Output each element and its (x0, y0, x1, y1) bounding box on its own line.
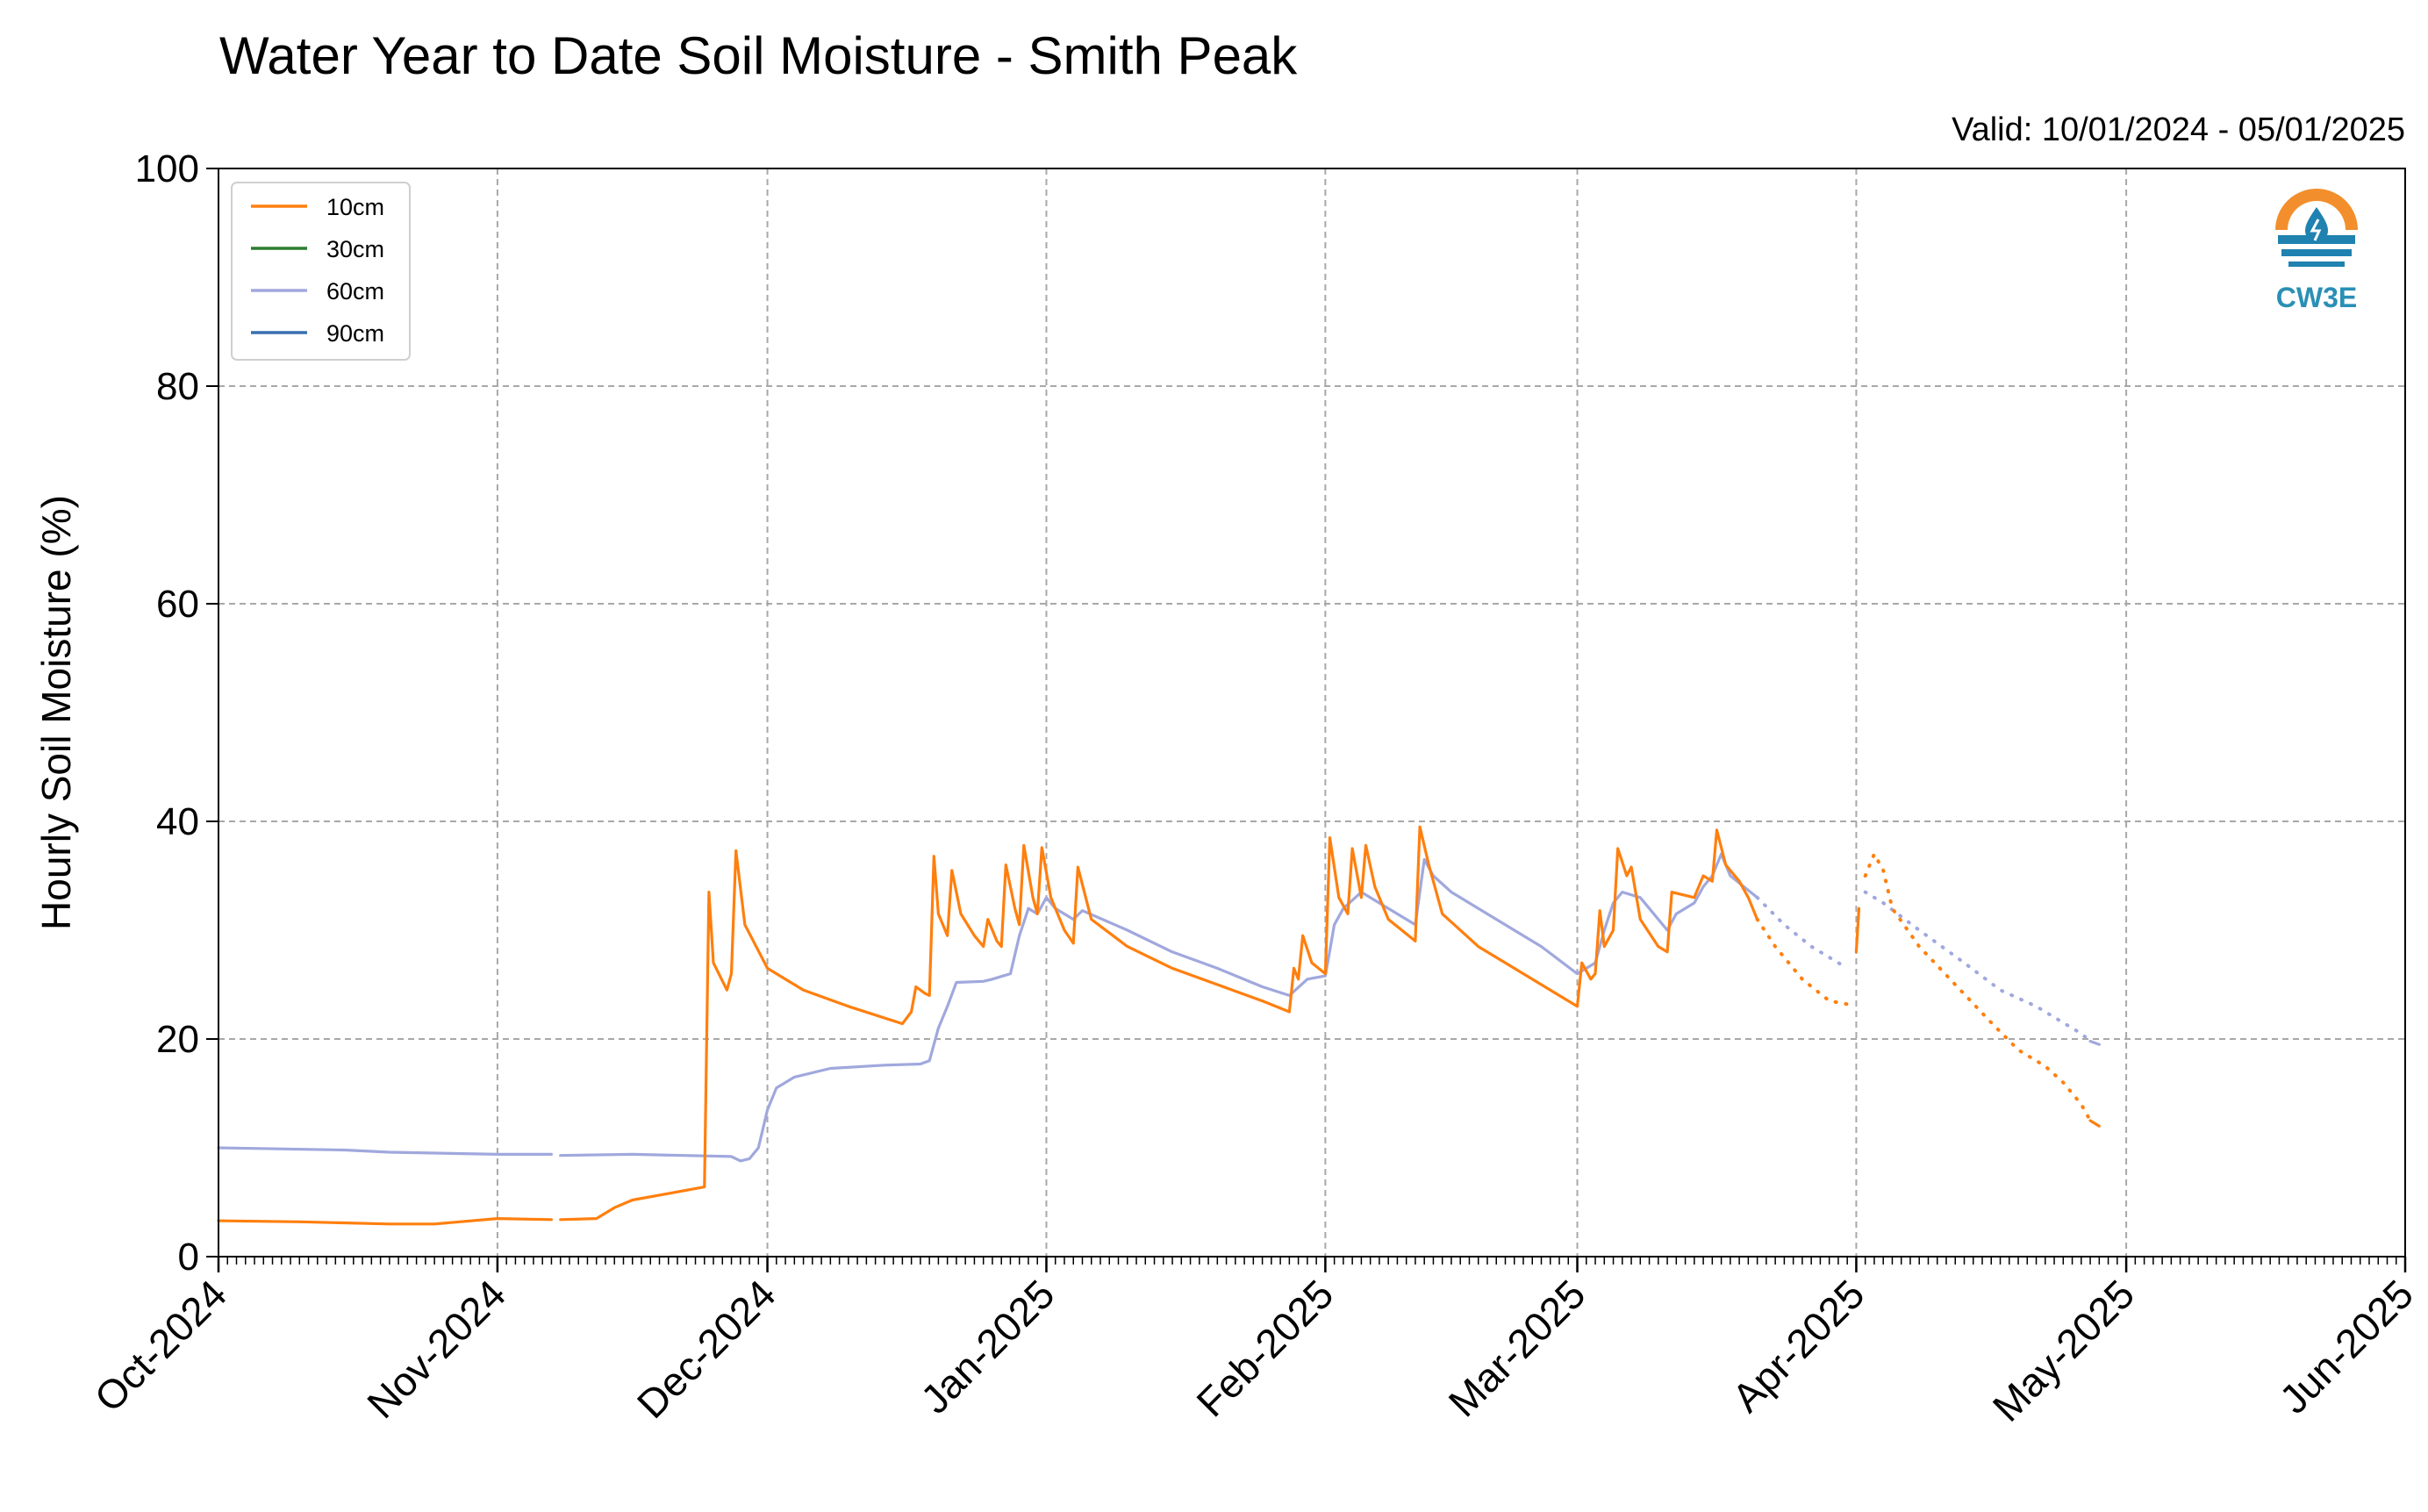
grid (218, 168, 2405, 1257)
series-line-60cm (559, 852, 1759, 1163)
x-tick-label: Jun-2025 (2271, 1271, 2422, 1422)
x-tick-label: Oct-2024 (86, 1271, 236, 1421)
legend: 10cm 30cm 60cm 90cm (231, 182, 411, 361)
logo-emblem-icon (2275, 189, 2358, 272)
x-tick-label: May-2025 (1984, 1271, 2143, 1430)
plot-frame (218, 168, 2406, 1258)
legend-label: 10cm (326, 194, 384, 220)
series-line-10cm (217, 1217, 553, 1226)
y-tick-label: 0 (178, 1236, 199, 1279)
series-line-10cm (1863, 852, 2093, 1122)
chart-subtitle: Valid: 10/01/2024 - 05/01/2025 (1952, 111, 2405, 148)
chart-title: Water Year to Date Soil Moisture - Smith… (219, 26, 1298, 85)
legend-label: 30cm (326, 236, 384, 262)
series-line-10cm (1755, 917, 1850, 1007)
series-60cm (217, 852, 2101, 1163)
series-line-60cm (217, 1146, 553, 1156)
legend-label: 90cm (326, 320, 384, 347)
y-tick-label: 100 (135, 147, 199, 190)
series-line-10cm (2088, 1119, 2101, 1128)
x-tick-label: Dec-2024 (628, 1271, 784, 1427)
x-tick-label: Jan-2025 (912, 1271, 1063, 1422)
x-tick-label: Mar-2025 (1440, 1271, 1594, 1425)
legend-label: 60cm (326, 278, 384, 305)
x-tick-label: Apr-2025 (1723, 1271, 1873, 1421)
y-axis-label: Hourly Soil Moisture (%) (33, 495, 79, 930)
series-line-60cm (1863, 890, 2093, 1043)
legend-box (231, 182, 411, 361)
x-tick-label: Feb-2025 (1187, 1271, 1342, 1425)
series-line-60cm (2088, 1039, 2101, 1046)
series-line-10cm (1854, 906, 1861, 954)
y-tick-label: 80 (156, 365, 199, 408)
series-10cm (217, 825, 2101, 1226)
logo-text: CW3E (2276, 282, 2357, 313)
y-tick-label: 20 (156, 1018, 199, 1061)
series-line-60cm (1755, 895, 1850, 971)
cw3e-logo: CW3E (2275, 189, 2358, 313)
series-lines (217, 825, 2101, 1226)
y-tick-label: 40 (156, 800, 199, 843)
x-tick-label: Nov-2024 (358, 1271, 514, 1427)
axes: 0 20 40 60 80 100 Oct-2024 Nov-2024 Dec-2024 Jan-… (86, 147, 2423, 1430)
y-tick-label: 60 (156, 583, 199, 626)
series-line-10cm (559, 825, 1759, 1222)
